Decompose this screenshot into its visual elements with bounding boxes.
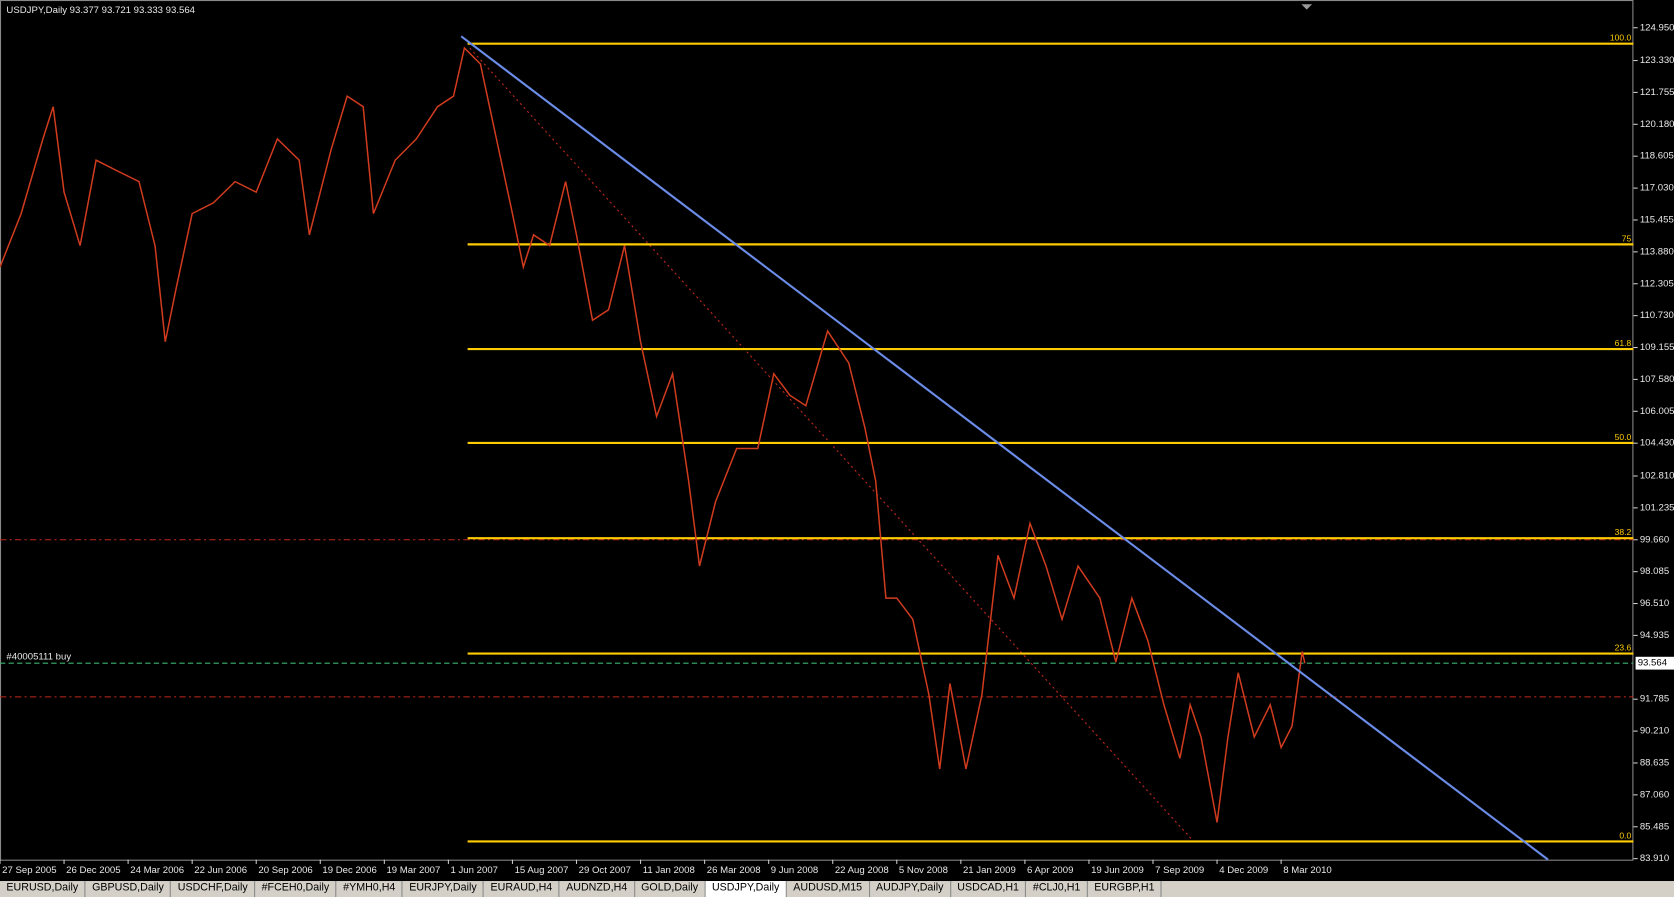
last-price-box (1635, 656, 1674, 670)
y-tick-label: 98.085 (1640, 566, 1669, 577)
y-tick-label: 85.485 (1640, 821, 1669, 832)
y-tick-label: 118.605 (1640, 151, 1674, 162)
x-tick-label: 26 Mar 2008 (707, 865, 761, 876)
fib-label: 61.8 (1615, 338, 1632, 348)
y-tick-label: 107.580 (1640, 374, 1674, 385)
x-tick-label: 22 Aug 2008 (835, 865, 889, 876)
x-tick-label: 4 Dec 2009 (1219, 865, 1268, 876)
x-tick-label: 5 Nov 2008 (899, 865, 948, 876)
symbol-tab[interactable]: GBPUSD,Daily (86, 881, 172, 897)
fib-label: 23.6 (1615, 642, 1632, 652)
symbol-tab[interactable]: AUDUSD,M15 (787, 881, 870, 897)
x-tick-label: 6 Apr 2009 (1027, 865, 1073, 876)
symbol-tab[interactable]: #YMH0,H4 (337, 881, 403, 897)
order-label: #40005111 buy (6, 651, 71, 662)
x-tick-label: 20 Sep 2006 (258, 865, 312, 876)
x-tick-label: 7 Sep 2009 (1155, 865, 1204, 876)
price-line (0, 46, 1306, 823)
fib-label: 0.0 (1619, 830, 1631, 840)
x-tick-label: 19 Jun 2009 (1091, 865, 1144, 876)
x-tick-label: 9 Jun 2008 (771, 865, 818, 876)
last-price-label: 93.564 (1638, 658, 1668, 669)
y-tick-label: 115.455 (1640, 215, 1674, 226)
y-tick-label: 88.635 (1640, 758, 1669, 769)
symbol-tab[interactable]: USDCAD,H1 (951, 881, 1027, 897)
x-tick-label: 8 Mar 2010 (1283, 865, 1332, 876)
tab-bar: EURUSD,Daily GBPUSD,Daily USDCHF,Daily #FCE… (0, 881, 1674, 897)
y-tick-label: 101.235 (1640, 502, 1674, 513)
symbol-tab[interactable]: EURGBP,H1 (1088, 881, 1163, 897)
symbol-tab[interactable]: GOLD,Daily (635, 881, 706, 897)
x-tick-label: 29 Oct 2007 (579, 865, 631, 876)
y-tick-label: 112.305 (1640, 278, 1674, 289)
y-tick-label: 106.005 (1640, 406, 1674, 417)
chart-title: USDJPY,Daily 93.377 93.721 93.333 93.564 (6, 5, 195, 16)
symbol-tab[interactable]: EURJPY,Daily (403, 881, 485, 897)
x-tick-label: 19 Mar 2007 (386, 865, 440, 876)
y-tick-label: 113.880 (1640, 246, 1674, 257)
fib-diagonal (469, 47, 1197, 845)
fib-label: 100.0 (1610, 33, 1632, 43)
symbol-tab[interactable]: AUDJPY,Daily (870, 881, 951, 897)
y-tick-label: 124.950 (1640, 22, 1674, 33)
y-tick-label: 83.910 (1640, 853, 1669, 864)
y-tick-label: 117.030 (1640, 183, 1674, 194)
x-tick-label: 21 Jan 2009 (963, 865, 1016, 876)
plot-frame (0, 0, 1634, 861)
y-tick-label: 123.330 (1640, 55, 1674, 66)
x-tick-label: 24 Mar 2006 (130, 865, 184, 876)
symbol-tab[interactable]: #CLJ0,H1 (1026, 881, 1088, 897)
y-tick-label: 104.430 (1640, 438, 1674, 449)
x-tick-label: 26 Dec 2005 (66, 865, 120, 876)
y-tick-label: 91.785 (1640, 694, 1669, 705)
symbol-tab[interactable]: #FCEH0,Daily (255, 881, 337, 897)
x-tick-label: 1 Jun 2007 (451, 865, 498, 876)
y-tick-label: 110.730 (1640, 310, 1674, 321)
x-tick-label: 11 Jan 2008 (643, 865, 695, 876)
y-tick-label: 109.155 (1640, 342, 1674, 353)
x-tick-label: 15 Aug 2007 (515, 865, 569, 876)
y-tick-label: 99.660 (1640, 534, 1669, 545)
y-tick-label: 120.180 (1640, 119, 1674, 130)
fib-label: 38.2 (1615, 527, 1632, 537)
shift-marker (1301, 4, 1313, 10)
symbol-tab[interactable]: USDCHF,Daily (171, 881, 256, 897)
symbol-tab[interactable]: USDJPY,Daily (705, 881, 787, 897)
x-tick-label: 22 Jun 2006 (194, 865, 247, 876)
trend-line (460, 35, 1549, 861)
y-tick-label: 102.810 (1640, 471, 1674, 482)
symbol-tab[interactable]: AUDNZD,H4 (560, 881, 635, 897)
fib-label: 50.0 (1615, 432, 1632, 442)
symbol-tab[interactable]: EURAUD,H4 (484, 881, 560, 897)
y-tick-label: 121.755 (1640, 87, 1674, 98)
fib-label: 75 (1622, 233, 1632, 243)
y-tick-label: 90.210 (1640, 726, 1669, 737)
y-tick-label: 94.935 (1640, 630, 1669, 641)
x-tick-label: 19 Dec 2006 (322, 865, 376, 876)
x-tick-label: 27 Sep 2005 (2, 865, 56, 876)
symbol-tab[interactable]: EURUSD,Daily (0, 881, 86, 897)
y-tick-label: 96.510 (1640, 598, 1669, 609)
y-tick-label: 87.060 (1640, 789, 1669, 800)
